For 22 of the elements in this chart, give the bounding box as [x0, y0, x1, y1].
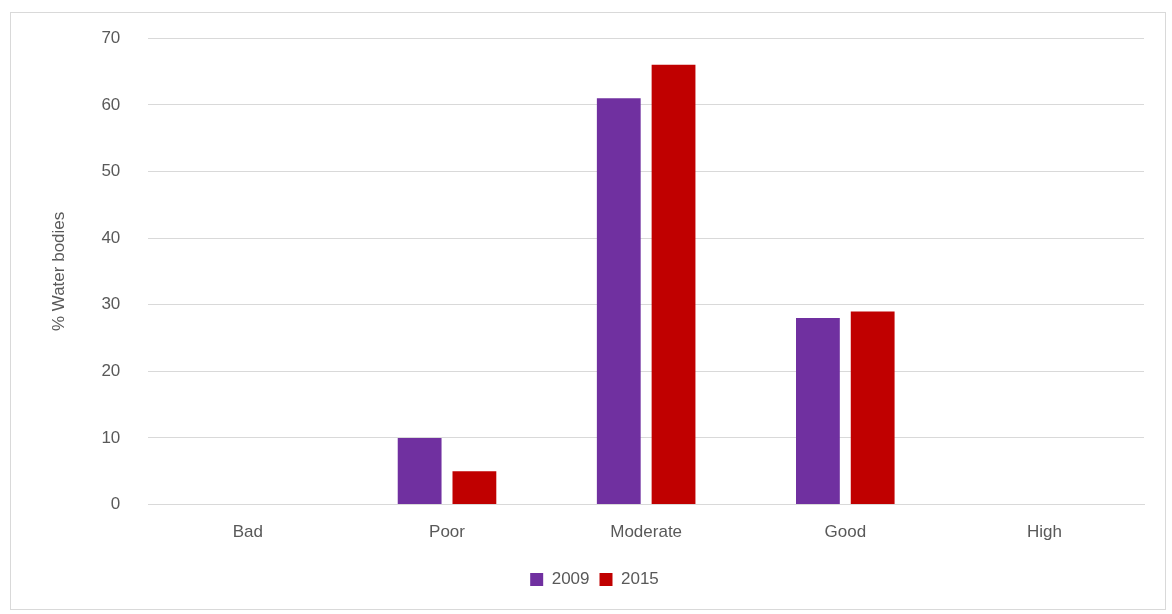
- x-tick-label: Moderate: [610, 522, 683, 542]
- bar: [651, 64, 696, 505]
- y-tick-label: 0: [110, 494, 121, 514]
- y-tick-label: 30: [101, 294, 121, 314]
- y-tick-label: 20: [101, 361, 121, 381]
- y-tick-label: 40: [101, 227, 121, 247]
- y-axis-title: % Water bodies: [48, 211, 68, 332]
- y-tick-label: 50: [101, 161, 121, 181]
- bar: [596, 98, 641, 505]
- x-tick-label: Bad: [232, 522, 263, 542]
- y-tick-label: 60: [101, 94, 121, 114]
- x-tick-label: Good: [824, 522, 867, 542]
- x-tick-label: High: [1026, 522, 1062, 542]
- legend-label: 2009: [551, 569, 590, 589]
- bar: [397, 437, 442, 505]
- bar: [850, 311, 895, 505]
- y-tick-label: 10: [101, 427, 121, 447]
- legend-label: 2015: [621, 569, 659, 589]
- y-tick-label: 70: [101, 27, 121, 47]
- bar: [452, 471, 497, 505]
- bar: [796, 318, 840, 505]
- x-tick-label: Poor: [429, 522, 466, 542]
